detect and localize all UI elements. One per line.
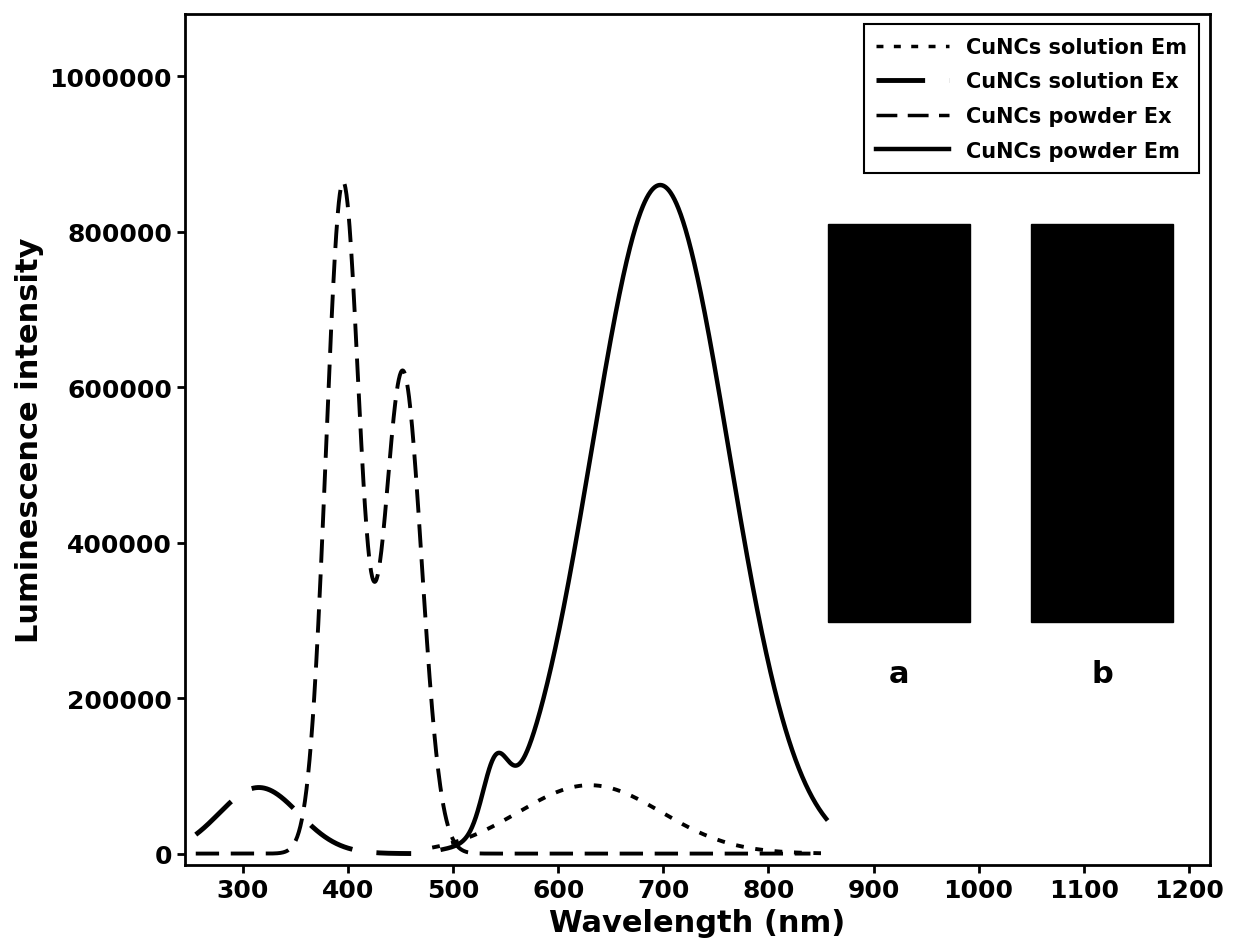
Line: CuNCs solution Ex: CuNCs solution Ex [196,787,412,854]
CuNCs solution Em [718,837,733,848]
CuNCs solution Em [525,799,539,810]
CuNCs solution Ex [404,848,419,860]
CuNCs powder Ex [270,847,285,859]
CuNCs powder Ex [525,848,539,860]
CuNCs powder Em [680,231,694,243]
CuNCs solution Ex [366,847,381,859]
CuNCs powder Ex [336,177,351,188]
CuNCs powder Ex [455,844,470,856]
CuNCs powder Em [435,843,450,855]
CuNCs powder Em [727,476,742,487]
Y-axis label: Luminescence intensity: Luminescence intensity [15,238,43,643]
CuNCs solution Em [813,847,828,859]
CuNCs powder Em [668,198,683,209]
CuNCs powder Ex [512,848,527,860]
X-axis label: Wavelength (nm): Wavelength (nm) [549,908,846,937]
CuNCs solution Em [425,842,440,853]
CuNCs solution Ex [399,848,414,860]
CuNCs powder Ex [291,824,306,836]
CuNCs powder Ex [804,848,818,860]
CuNCs powder Em [652,180,667,191]
CuNCs powder Ex [396,366,410,377]
CuNCs solution Ex [252,782,267,793]
CuNCs solution Em [494,817,508,828]
CuNCs solution Ex [188,829,203,841]
CuNCs powder Em [818,813,833,824]
CuNCs solution Em [684,823,699,835]
CuNCs powder Ex [188,848,203,860]
Line: CuNCs solution Em: CuNCs solution Em [433,785,821,853]
CuNCs powder Em [459,832,474,843]
CuNCs solution Em [583,780,598,791]
CuNCs powder Em [658,183,673,194]
CuNCs solution Ex [293,809,308,821]
CuNCs solution Em [655,807,670,819]
CuNCs solution Ex [291,807,306,819]
CuNCs solution Ex [317,831,332,843]
Line: CuNCs powder Em: CuNCs powder Em [443,186,826,849]
CuNCs solution Em [601,782,616,793]
CuNCs powder Em [766,679,781,690]
Line: CuNCs powder Ex: CuNCs powder Ex [196,183,811,854]
CuNCs solution Ex [305,822,320,833]
Legend: CuNCs solution Em, CuNCs solution Ex, CuNCs powder Ex, CuNCs powder Em: CuNCs solution Em, CuNCs solution Ex, Cu… [864,26,1199,174]
